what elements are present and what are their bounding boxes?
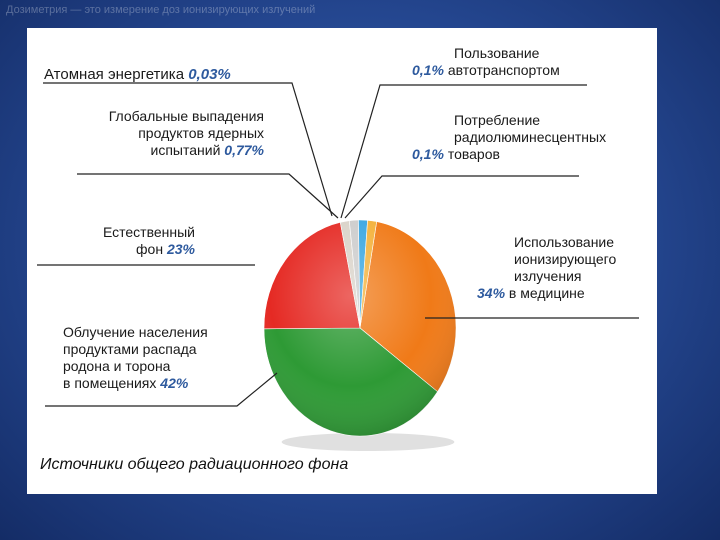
label-auto-line1: Пользование <box>454 45 540 61</box>
label-lum-line3-row: 0,1% товаров <box>412 146 606 163</box>
label-lum-line1: Потребление <box>454 112 541 128</box>
label-lum-line2: радиолюминесцентных <box>454 129 607 145</box>
label-radon-line4-row: в помещениях 42% <box>63 375 208 392</box>
label-med-line2: ионизирующего <box>514 251 617 267</box>
label-auto-line2: автотранспортом <box>447 62 560 78</box>
label-atom: Атомная энергетика 0,03% <box>44 66 231 83</box>
slide-caption: Дозиметрия — это измерение доз ионизирую… <box>6 4 316 16</box>
label-med-line1-row: Использование <box>477 234 616 251</box>
label-lum-value: 0,1% <box>412 146 444 162</box>
label-lum: Потребление радиолюминесцентных 0,1% тов… <box>412 112 606 163</box>
pie-chart <box>37 82 639 451</box>
label-radon-line4: в помещениях <box>63 375 157 391</box>
label-med-line3: излучения <box>514 268 582 284</box>
label-fallout-line3-row: испытаний 0,77% <box>54 142 264 159</box>
label-radon-value: 42% <box>160 375 189 391</box>
label-natural-line1: Естественный <box>102 224 195 240</box>
label-auto-line2-row: 0,1% автотранспортом <box>412 62 560 79</box>
label-fallout-line1: Глобальные выпадения <box>108 108 264 124</box>
label-natural-line2-row: фон 23% <box>71 241 195 258</box>
leader-fallout <box>77 173 339 219</box>
label-fallout: Глобальные выпадения продуктов ядерных и… <box>54 108 264 159</box>
leader-auto <box>340 84 587 219</box>
chart-title: Источники общего радиационного фона <box>40 456 349 473</box>
label-natural: Естественный фон 23% <box>71 224 195 258</box>
label-auto: Пользование 0,1% автотранспортом <box>412 45 560 79</box>
label-med-value: 34% <box>477 285 506 301</box>
label-radon-line2: продуктами распада <box>63 341 197 357</box>
label-med: Использование ионизирующего излучения 34… <box>477 234 616 302</box>
label-lum-line3: товаров <box>447 146 500 162</box>
label-lum-line1-row: Потребление <box>412 112 606 129</box>
label-auto-line1-row: Пользование <box>412 45 560 62</box>
label-natural-value: 23% <box>166 241 195 257</box>
label-lum-line2-row: радиолюминесцентных <box>412 129 606 146</box>
label-med-line3-row: излучения <box>477 268 616 285</box>
label-med-line2-row: ионизирующего <box>477 251 616 268</box>
label-natural-line2: фон <box>136 241 164 257</box>
label-auto-value: 0,1% <box>412 62 444 78</box>
pie-shading <box>264 220 456 436</box>
chart-panel: Атомная энергетика 0,03% Глобальные выпа… <box>27 28 657 494</box>
label-fallout-line3: испытаний <box>150 142 221 158</box>
label-radon: Облучение населения продуктами распада р… <box>63 324 208 392</box>
label-med-line4-row: 34% в медицине <box>477 285 616 302</box>
label-radon-line1: Облучение населения <box>63 324 208 340</box>
label-radon-line3: родона и торона <box>63 358 171 374</box>
label-atom-value: 0,03% <box>188 66 231 83</box>
leader-radon <box>45 372 278 407</box>
label-med-line4: в медицине <box>508 285 585 301</box>
label-fallout-value: 0,77% <box>224 142 264 158</box>
leader-atom <box>43 82 333 217</box>
pie-shadow <box>281 433 455 451</box>
label-med-line1: Использование <box>514 234 615 250</box>
leader-lum <box>344 175 579 219</box>
label-atom-text: Атомная энергетика <box>44 66 185 83</box>
label-fallout-line2: продуктов ядерных <box>138 125 264 141</box>
